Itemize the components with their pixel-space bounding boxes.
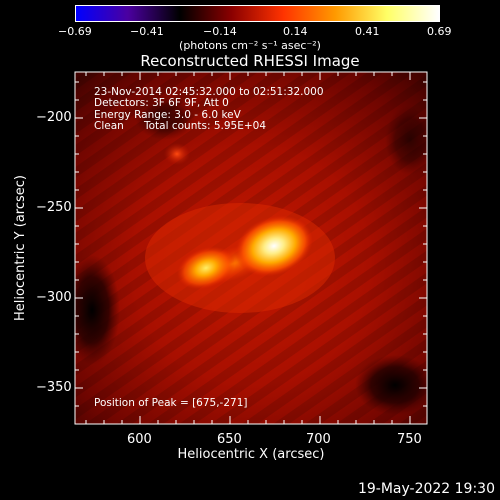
info-time-range: 23-Nov-2014 02:45:32.000 to 02:51:32.000: [94, 86, 324, 98]
info-detectors: Detectors: 3F 6F 9F, Att 0: [94, 97, 229, 109]
colorbar: [75, 5, 440, 22]
colorbar-tick: 0.14: [283, 25, 308, 38]
info-total-counts: Total counts: 5.95E+04: [144, 120, 267, 132]
info-energy-range: Energy Range: 3.0 - 6.0 keV: [94, 109, 241, 121]
x-tick-label: 650: [217, 432, 242, 447]
info-algorithm: Clean: [94, 120, 124, 132]
colorbar-tick: −0.41: [130, 25, 164, 38]
y-tick-label: −300: [36, 290, 72, 305]
colorbar-unit: (photons cm⁻² s⁻¹ asec⁻²): [179, 39, 321, 52]
x-tick-label: 600: [127, 432, 152, 447]
x-axis-label: Heliocentric X (arcsec): [177, 447, 325, 462]
y-axis-label: Heliocentric Y (arcsec): [13, 175, 28, 321]
y-tick-label: −200: [36, 110, 72, 125]
colorbar-tick: −0.14: [203, 25, 237, 38]
y-tick-label: −250: [36, 200, 72, 215]
colorbar-tick: −0.69: [58, 25, 92, 38]
y-tick-label: −350: [36, 380, 72, 395]
plot-title: Reconstructed RHESSI Image: [140, 52, 360, 70]
x-tick-label: 700: [306, 432, 331, 447]
colorbar-tick: 0.41: [355, 25, 380, 38]
timestamp: 19-May-2022 19:30: [357, 481, 495, 497]
info-peak-position: Position of Peak = [675,-271]: [94, 397, 248, 409]
x-tick-label: 750: [397, 432, 422, 447]
colorbar-tick: 0.69: [427, 25, 452, 38]
